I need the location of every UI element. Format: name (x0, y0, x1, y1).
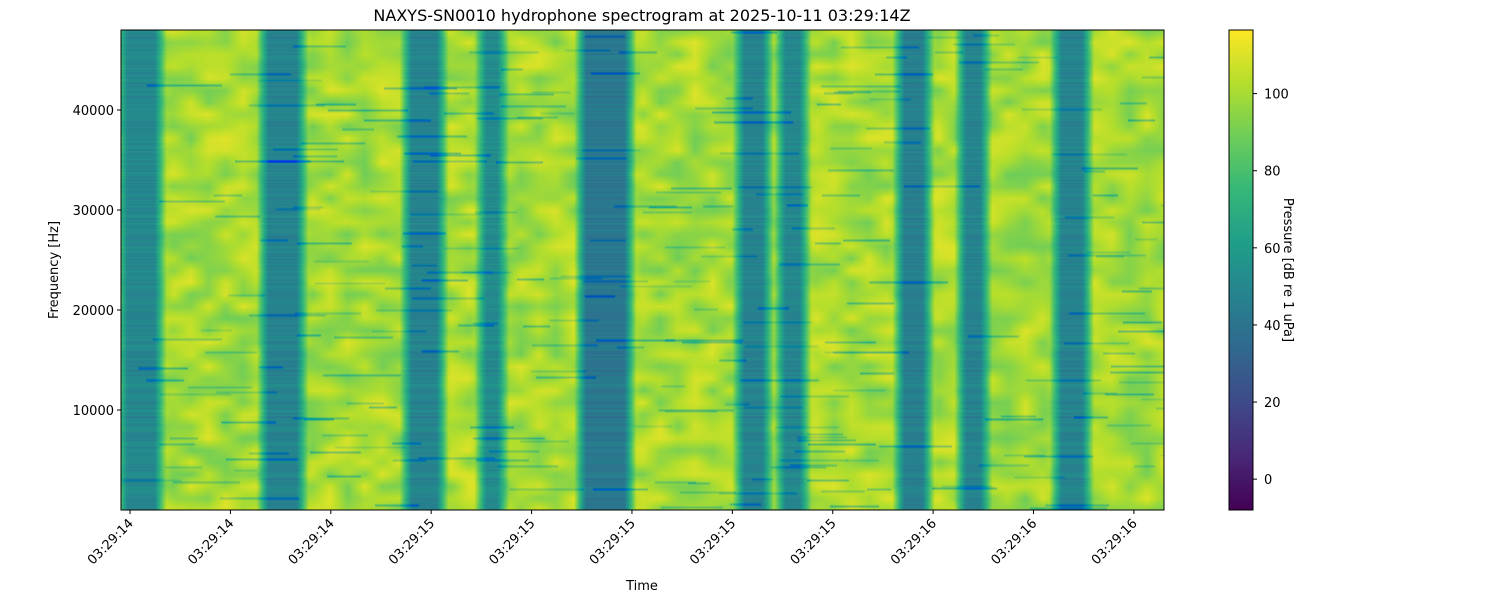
colorbar-tick-label: 60 (1264, 242, 1281, 257)
x-tick-label: 03:29:15 (386, 516, 438, 568)
colorbar-frame (1228, 29, 1254, 511)
colorbar-label: Pressure [dB re 1 uPa] (1280, 198, 1295, 342)
colorbar-tick-label: 0 (1264, 473, 1272, 488)
chart-title: NAXYS-SN0010 hydrophone spectrogram at 2… (373, 6, 910, 25)
x-tick-label: 03:29:15 (487, 516, 539, 568)
x-tick-label: 03:29:15 (587, 516, 639, 568)
x-tick-label: 03:29:15 (687, 516, 739, 568)
y-tick-label: 40000 (73, 104, 114, 119)
x-axis-label: Time (625, 579, 658, 594)
colorbar-tick-label: 20 (1264, 396, 1281, 411)
plot-frame (120, 29, 1165, 511)
y-tick-label: 20000 (73, 304, 114, 319)
colorbar-tick-label: 100 (1264, 88, 1289, 103)
colorbar-axis: 0 20 40 60 80 100 (1253, 88, 1289, 488)
colorbar-tick-label: 80 (1264, 165, 1281, 180)
y-axis-label: Frequency [Hz] (47, 221, 62, 319)
x-tick-label: 03:29:14 (286, 516, 338, 568)
x-tick-label: 03:29:14 (185, 516, 237, 568)
y-tick-label: 30000 (73, 204, 114, 219)
x-tick-label: 03:29:16 (1089, 516, 1141, 568)
colorbar-tick-label: 40 (1264, 319, 1281, 334)
x-tick-label: 03:29:15 (788, 516, 840, 568)
x-tick-label: 03:29:16 (888, 516, 940, 568)
spectrogram-heatmap (121, 30, 1164, 510)
x-tick-label: 03:29:14 (85, 516, 137, 568)
y-axis: 10000 20000 30000 40000 (73, 104, 121, 419)
x-tick-label: 03:29:16 (988, 516, 1040, 568)
x-axis: 03:29:14 03:29:14 03:29:14 03:29:15 03:29:15… (85, 510, 1141, 568)
colorbar-gradient (1229, 30, 1253, 510)
y-tick-label: 10000 (73, 404, 114, 419)
